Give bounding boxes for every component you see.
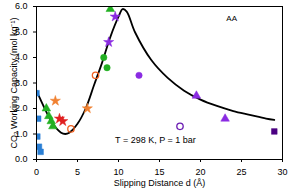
svg-text:CO₂ Working Capacity (mol kg⁻¹: CO₂ Working Capacity (mol kg⁻¹)	[9, 18, 19, 149]
svg-text:10: 10	[113, 167, 123, 177]
svg-text:1.0: 1.0	[15, 128, 28, 139]
svg-text:20: 20	[195, 167, 205, 177]
svg-text:0: 0	[34, 167, 39, 177]
svg-text:0.0: 0.0	[15, 154, 28, 164]
svg-text:5.0: 5.0	[15, 26, 28, 37]
svg-text:6.0: 6.0	[15, 1, 28, 11]
svg-text:30: 30	[277, 167, 287, 177]
svg-text:AA: AA	[226, 14, 237, 23]
svg-text:4.0: 4.0	[15, 52, 28, 63]
svg-text:Slipping Distance d (Å): Slipping Distance d (Å)	[114, 178, 206, 188]
svg-text:2.0: 2.0	[15, 103, 28, 114]
svg-text:3.0: 3.0	[15, 77, 28, 88]
svg-text:5: 5	[75, 167, 80, 177]
svg-text:25: 25	[236, 167, 246, 177]
svg-text:15: 15	[154, 167, 164, 177]
svg-text:T = 298 K, P = 1 bar: T = 298 K, P = 1 bar	[115, 135, 196, 145]
